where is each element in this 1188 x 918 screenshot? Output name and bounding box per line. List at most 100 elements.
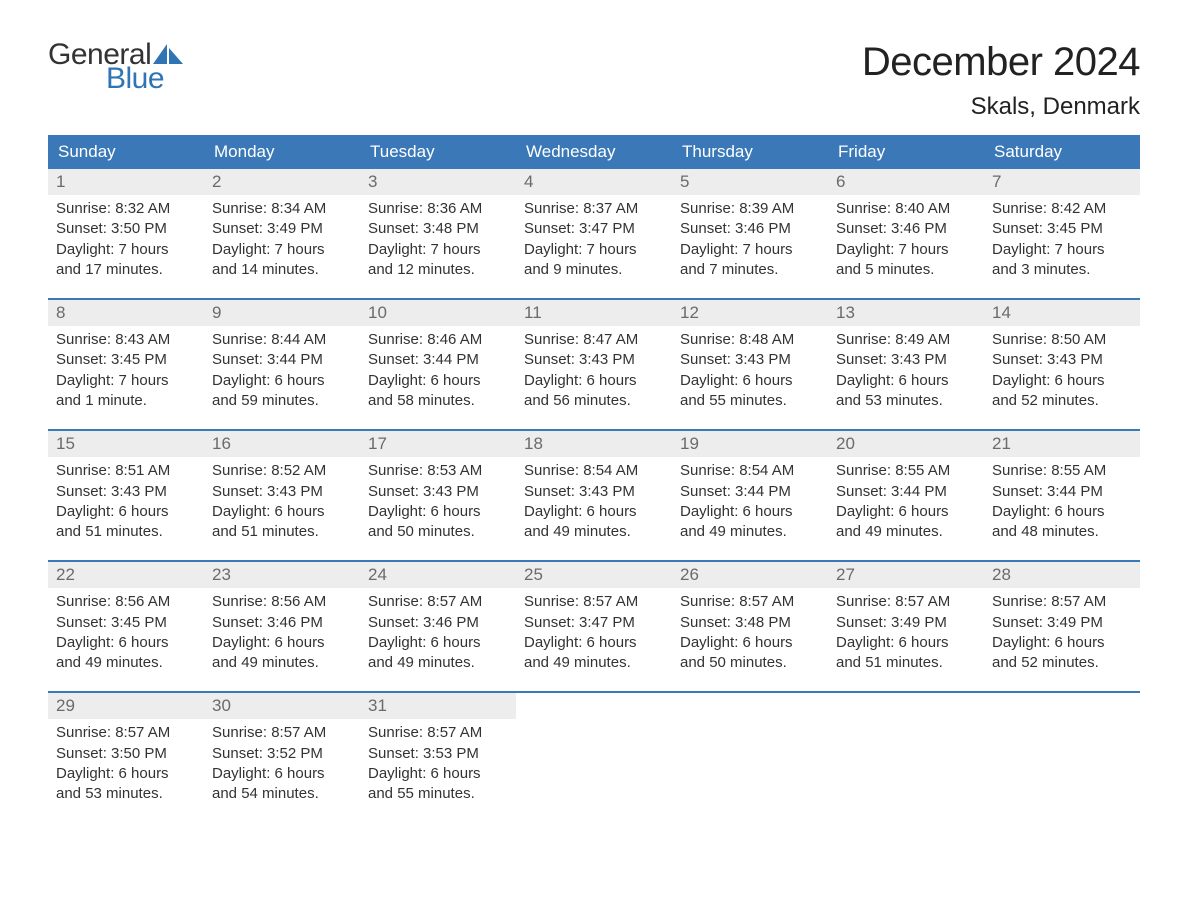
day-number: 16: [204, 431, 360, 457]
day-dl1: Daylight: 6 hours: [368, 371, 508, 391]
day-number: 5: [672, 169, 828, 195]
day-number: 30: [204, 693, 360, 719]
day-sunset: Sunset: 3:43 PM: [680, 350, 820, 370]
day-dl1: Daylight: 6 hours: [836, 633, 976, 653]
logo-text-blue: Blue: [106, 64, 185, 94]
day-number: 11: [516, 300, 672, 326]
day-body: Sunrise: 8:52 AMSunset: 3:43 PMDaylight:…: [204, 457, 360, 548]
day-number: 12: [672, 300, 828, 326]
day-dl1: Daylight: 7 hours: [680, 240, 820, 260]
day-body: Sunrise: 8:56 AMSunset: 3:45 PMDaylight:…: [48, 588, 204, 679]
day-number: 26: [672, 562, 828, 588]
day-cell: 13Sunrise: 8:49 AMSunset: 3:43 PMDayligh…: [828, 300, 984, 417]
day-sunrise: Sunrise: 8:47 AM: [524, 330, 664, 350]
day-dl2: and 49 minutes.: [56, 653, 196, 673]
day-dl1: Daylight: 6 hours: [680, 502, 820, 522]
day-dl1: Daylight: 6 hours: [992, 371, 1132, 391]
day-cell: 18Sunrise: 8:54 AMSunset: 3:43 PMDayligh…: [516, 431, 672, 548]
day-body: Sunrise: 8:51 AMSunset: 3:43 PMDaylight:…: [48, 457, 204, 548]
day-sunset: Sunset: 3:43 PM: [56, 482, 196, 502]
day-sunrise: Sunrise: 8:43 AM: [56, 330, 196, 350]
day-body: Sunrise: 8:57 AMSunset: 3:52 PMDaylight:…: [204, 719, 360, 810]
day-cell: 11Sunrise: 8:47 AMSunset: 3:43 PMDayligh…: [516, 300, 672, 417]
day-dl1: Daylight: 6 hours: [212, 371, 352, 391]
day-sunset: Sunset: 3:45 PM: [56, 613, 196, 633]
day-dl1: Daylight: 6 hours: [524, 502, 664, 522]
day-cell: 25Sunrise: 8:57 AMSunset: 3:47 PMDayligh…: [516, 562, 672, 679]
day-sunrise: Sunrise: 8:57 AM: [992, 592, 1132, 612]
week-row: 1Sunrise: 8:32 AMSunset: 3:50 PMDaylight…: [48, 169, 1140, 286]
title-block: December 2024 Skals, Denmark: [862, 40, 1140, 121]
day-dl2: and 9 minutes.: [524, 260, 664, 280]
day-dl1: Daylight: 6 hours: [680, 633, 820, 653]
day-body: Sunrise: 8:56 AMSunset: 3:46 PMDaylight:…: [204, 588, 360, 679]
day-sunset: Sunset: 3:44 PM: [836, 482, 976, 502]
day-dl2: and 14 minutes.: [212, 260, 352, 280]
day-sunset: Sunset: 3:44 PM: [368, 350, 508, 370]
day-number: 10: [360, 300, 516, 326]
month-title: December 2024: [862, 40, 1140, 85]
day-sunset: Sunset: 3:45 PM: [56, 350, 196, 370]
day-cell: 3Sunrise: 8:36 AMSunset: 3:48 PMDaylight…: [360, 169, 516, 286]
day-dl2: and 49 minutes.: [524, 522, 664, 542]
day-body: Sunrise: 8:49 AMSunset: 3:43 PMDaylight:…: [828, 326, 984, 417]
day-cell: 5Sunrise: 8:39 AMSunset: 3:46 PMDaylight…: [672, 169, 828, 286]
day-number: 25: [516, 562, 672, 588]
day-sunset: Sunset: 3:49 PM: [836, 613, 976, 633]
day-dl1: Daylight: 6 hours: [992, 502, 1132, 522]
week-row: 22Sunrise: 8:56 AMSunset: 3:45 PMDayligh…: [48, 560, 1140, 679]
day-dl2: and 53 minutes.: [836, 391, 976, 411]
day-cell: 10Sunrise: 8:46 AMSunset: 3:44 PMDayligh…: [360, 300, 516, 417]
day-dl2: and 52 minutes.: [992, 391, 1132, 411]
day-sunset: Sunset: 3:50 PM: [56, 219, 196, 239]
day-cell: 4Sunrise: 8:37 AMSunset: 3:47 PMDaylight…: [516, 169, 672, 286]
day-sunset: Sunset: 3:46 PM: [680, 219, 820, 239]
day-sunset: Sunset: 3:48 PM: [368, 219, 508, 239]
logo: General Blue: [48, 40, 185, 94]
day-dl2: and 51 minutes.: [56, 522, 196, 542]
day-cell: 28Sunrise: 8:57 AMSunset: 3:49 PMDayligh…: [984, 562, 1140, 679]
week-row: 8 Sunrise: 8:43 AMSunset: 3:45 PM Daylight…: [48, 298, 1140, 417]
day-sunset: Sunset: 3:44 PM: [680, 482, 820, 502]
day-dl2: and 49 minutes.: [680, 522, 820, 542]
day-body: Sunrise: 8:39 AMSunset: 3:46 PMDaylight:…: [672, 195, 828, 286]
day-sunrise: Sunrise: 8:34 AM: [212, 199, 352, 219]
day-sunset: Sunset: 3:46 PM: [836, 219, 976, 239]
day-dl1: Daylight: 6 hours: [56, 764, 196, 784]
day-of-week-header: Sunday Monday Tuesday Wednesday Thursday…: [48, 135, 1140, 169]
day-number: 18: [516, 431, 672, 457]
day-dl2: and 7 minutes.: [680, 260, 820, 280]
day-number: 19: [672, 431, 828, 457]
day-cell: 24Sunrise: 8:57 AMSunset: 3:46 PMDayligh…: [360, 562, 516, 679]
day-body: Sunrise: 8:57 AMSunset: 3:48 PMDaylight:…: [672, 588, 828, 679]
day-sunrise: Sunrise: 8:51 AM: [56, 461, 196, 481]
day-dl2: and 51 minutes.: [212, 522, 352, 542]
day-dl1: Daylight: 6 hours: [836, 371, 976, 391]
day-body: Sunrise: 8:57 AMSunset: 3:50 PMDaylight:…: [48, 719, 204, 810]
day-body: Sunrise: 8:50 AMSunset: 3:43 PMDaylight:…: [984, 326, 1140, 417]
day-number: 23: [204, 562, 360, 588]
day-sunset: Sunset: 3:43 PM: [368, 482, 508, 502]
day-sunset: Sunset: 3:48 PM: [680, 613, 820, 633]
week-row: 29Sunrise: 8:57 AMSunset: 3:50 PMDayligh…: [48, 691, 1140, 810]
day-cell: [984, 693, 1140, 810]
day-dl1: Daylight: 7 hours: [212, 240, 352, 260]
day-cell: 7Sunrise: 8:42 AMSunset: 3:45 PMDaylight…: [984, 169, 1140, 286]
day-body: Sunrise: 8:55 AMSunset: 3:44 PMDaylight:…: [828, 457, 984, 548]
day-number: 3: [360, 169, 516, 195]
day-sunset: Sunset: 3:47 PM: [524, 613, 664, 633]
day-sunset: Sunset: 3:43 PM: [992, 350, 1132, 370]
day-sunset: Sunset: 3:43 PM: [836, 350, 976, 370]
day-body: Sunrise: 8:54 AMSunset: 3:43 PMDaylight:…: [516, 457, 672, 548]
day-cell: 23Sunrise: 8:56 AMSunset: 3:46 PMDayligh…: [204, 562, 360, 679]
day-dl2: and 49 minutes.: [836, 522, 976, 542]
day-cell: 26Sunrise: 8:57 AMSunset: 3:48 PMDayligh…: [672, 562, 828, 679]
day-dl2: and 59 minutes.: [212, 391, 352, 411]
day-sunrise: Sunrise: 8:57 AM: [212, 723, 352, 743]
day-number: 8: [48, 300, 204, 326]
day-sunrise: Sunrise: 8:36 AM: [368, 199, 508, 219]
day-cell: 17Sunrise: 8:53 AMSunset: 3:43 PMDayligh…: [360, 431, 516, 548]
day-body: Sunrise: 8:40 AMSunset: 3:46 PMDaylight:…: [828, 195, 984, 286]
day-sunset: Sunset: 3:52 PM: [212, 744, 352, 764]
day-cell: [828, 693, 984, 810]
